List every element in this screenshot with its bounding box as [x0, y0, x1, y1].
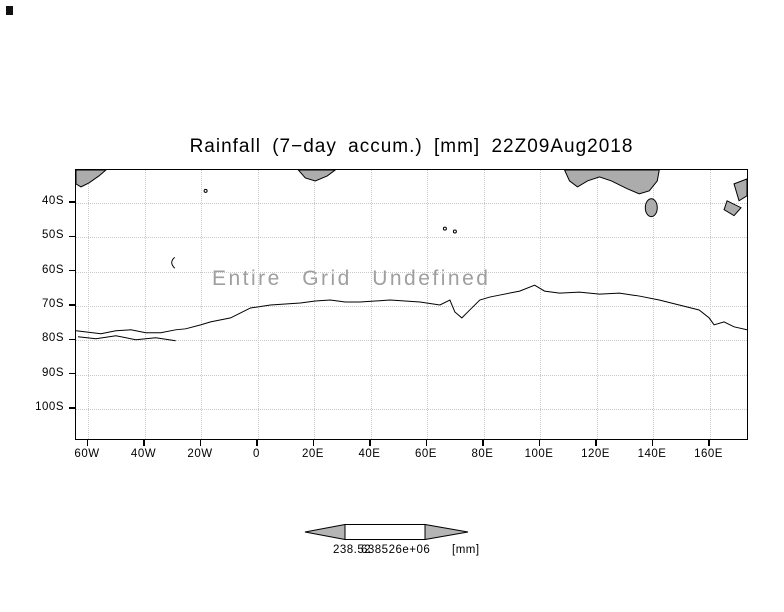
colorbar-scale	[303, 522, 470, 542]
land-new-zealand-north	[733, 178, 747, 202]
gridline-longitude	[653, 170, 654, 439]
y-axis-label: 80S	[42, 332, 64, 345]
gridline-latitude	[76, 203, 747, 204]
island-dot	[442, 226, 447, 231]
island-dot	[203, 188, 208, 193]
colorbar-label-max: 638526e+06	[361, 544, 431, 556]
y-axis-tick	[69, 338, 75, 341]
gridline-longitude	[540, 170, 541, 439]
y-axis-label: 60S	[42, 263, 64, 276]
x-axis-tick	[199, 440, 201, 446]
map-coastlines	[76, 170, 747, 342]
gridline-longitude	[596, 170, 598, 439]
x-axis-tick	[538, 440, 540, 446]
x-axis-tick	[312, 440, 314, 446]
gridline-longitude	[144, 170, 146, 439]
undefined-grid-annotation: Entire Grid Undefined	[212, 267, 491, 290]
y-axis-tick	[69, 372, 75, 375]
x-axis-label: 20W	[187, 448, 213, 460]
land-tasmania	[644, 198, 658, 218]
y-axis-tick	[69, 235, 75, 238]
chart-title: Rainfall (7−day accum.) [mm] 22Z09Aug201…	[189, 136, 634, 157]
x-axis-label: 0	[253, 448, 260, 460]
island-arc	[171, 256, 176, 269]
colorbar-mid-box	[344, 524, 426, 540]
y-axis-label: 90S	[42, 366, 64, 379]
gridline-longitude	[201, 170, 202, 439]
island-dot	[452, 229, 457, 234]
colorbar-right-arrow	[424, 523, 469, 541]
y-axis-label: 70S	[42, 297, 64, 310]
gridline-latitude	[76, 408, 747, 410]
gridline-longitude	[257, 170, 259, 439]
colorbar-label-min: 238.52	[333, 544, 372, 556]
x-axis-tick	[86, 440, 88, 446]
y-axis-tick	[69, 304, 75, 306]
gridline-longitude	[483, 170, 485, 439]
x-axis-tick	[595, 440, 597, 446]
x-axis-label: 120E	[581, 448, 610, 460]
gridline-latitude	[76, 305, 747, 307]
land-south-america-tip	[76, 170, 107, 188]
gridline-longitude	[88, 170, 89, 439]
y-axis-label: 40S	[42, 195, 64, 207]
x-axis-label: 100E	[524, 448, 554, 460]
x-axis-label: 20E	[302, 448, 324, 460]
x-axis-label: 40W	[130, 448, 157, 460]
x-axis-tick	[482, 440, 484, 446]
gridline-longitude	[314, 170, 315, 439]
x-axis-label: 60E	[415, 448, 437, 460]
gridline-longitude	[427, 170, 428, 439]
gridline-latitude	[76, 374, 747, 376]
x-axis-label: 40E	[358, 448, 381, 460]
y-axis-tick	[69, 407, 75, 409]
screen-artifact	[6, 6, 13, 15]
y-axis-tick	[69, 269, 75, 272]
x-axis-tick	[369, 440, 371, 446]
x-axis-label: 60W	[74, 448, 100, 460]
plot-area: Entire Grid Undefined	[75, 169, 748, 440]
x-axis-tick	[143, 440, 145, 446]
coastline-antarctica	[76, 284, 747, 335]
x-axis-tick	[425, 440, 427, 446]
y-axis-label: 50S	[42, 229, 64, 242]
x-axis-tick	[256, 440, 258, 446]
y-axis-label: 100S	[35, 400, 64, 413]
land-south-africa-tip	[297, 170, 337, 182]
colorbar-units-label: [mm]	[452, 544, 480, 556]
gridline-latitude	[76, 237, 747, 239]
gridline-longitude	[370, 170, 372, 439]
gridline-latitude	[76, 340, 747, 342]
x-axis-label: 160E	[694, 448, 723, 460]
gridline-latitude	[76, 271, 747, 273]
colorbar-left-arrow	[304, 523, 346, 541]
colorbar-arrows	[304, 523, 469, 541]
land-new-zealand-south	[723, 200, 742, 217]
x-axis-tick	[651, 440, 653, 446]
x-axis-tick	[708, 440, 710, 446]
y-axis-tick	[69, 201, 75, 203]
gridline-longitude	[709, 170, 711, 439]
x-axis-label: 140E	[637, 448, 667, 460]
land-australia	[563, 170, 660, 195]
x-axis-label: 80E	[471, 448, 494, 460]
coastline-islands-left	[77, 335, 176, 342]
